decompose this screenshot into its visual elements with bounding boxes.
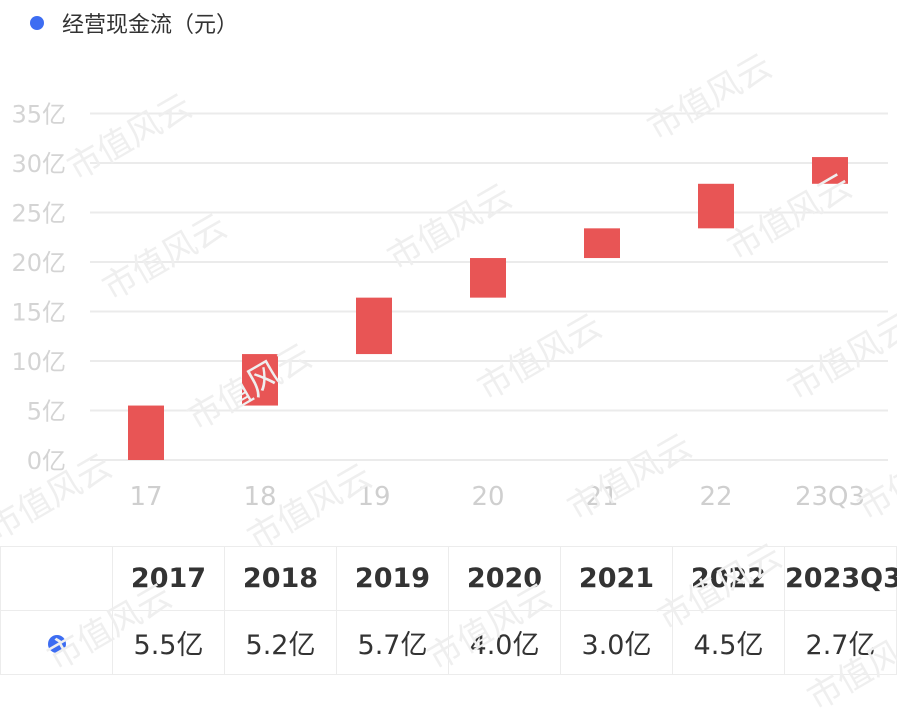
table-value-cell: 4.5亿	[672, 610, 785, 675]
bar	[470, 258, 506, 298]
table-value-cell: 2.7亿	[784, 610, 897, 675]
table-value-cell: 3.0亿	[560, 610, 673, 675]
legend-dot	[30, 16, 44, 30]
y-tick-label: 20亿	[11, 249, 66, 277]
x-tick-label: 21	[585, 482, 618, 512]
x-tick-label: 20	[471, 482, 504, 512]
table-header-cell: 2019	[336, 546, 449, 611]
table-value-cell: 5.2亿	[224, 610, 337, 675]
x-tick-label: 17	[129, 482, 162, 512]
y-tick-label: 30亿	[11, 150, 66, 178]
table-value-cell: 5.7亿	[336, 610, 449, 675]
x-tick-label: 18	[243, 482, 276, 512]
table-value-cell: 5.5亿	[112, 610, 225, 675]
y-tick-label: 25亿	[11, 200, 66, 228]
table-value-cell: 4.0亿	[448, 610, 561, 675]
table-row: 5.5亿 5.2亿 5.7亿 4.0亿 3.0亿 4.5亿 2.7亿	[0, 610, 897, 675]
table-header-cell: 2023Q3	[784, 546, 897, 611]
bar	[698, 183, 734, 229]
legend-label: 经营现金流（元）	[62, 13, 239, 38]
y-tick-label: 15亿	[11, 299, 66, 327]
bar	[812, 157, 848, 184]
waterfall-chart: 0亿 5亿 10亿 15亿 20亿 25亿 30亿 35亿 17 18 19 20 21 22 23Q3	[11, 101, 888, 512]
series-marker-cell	[0, 610, 113, 675]
y-tick-label: 0亿	[27, 447, 66, 475]
series-dot	[47, 634, 66, 653]
table-header-cell: 2021	[560, 546, 673, 611]
table-header-row: 2017 2018 2019 2020 2021 2022 2023Q3	[0, 546, 897, 611]
table-header-cell: 2018	[224, 546, 337, 611]
y-tick-label: 5亿	[27, 398, 66, 426]
chart-legend: 经营现金流（元）	[30, 6, 238, 40]
data-table: 2017 2018 2019 2020 2021 2022 2023Q3 5.5…	[0, 546, 897, 675]
bar	[128, 405, 164, 460]
bar	[356, 297, 392, 355]
table-corner-cell	[0, 546, 113, 611]
bar	[242, 354, 278, 406]
bar	[584, 228, 620, 259]
y-tick-label: 10亿	[11, 348, 66, 376]
y-tick-label: 35亿	[11, 101, 66, 129]
x-tick-label: 22	[699, 482, 732, 512]
x-tick-label: 19	[357, 482, 390, 512]
table-header-cell: 2022	[672, 546, 785, 611]
table-header-cell: 2017	[112, 546, 225, 611]
table-header-cell: 2020	[448, 546, 561, 611]
x-tick-label: 23Q3	[795, 482, 865, 512]
